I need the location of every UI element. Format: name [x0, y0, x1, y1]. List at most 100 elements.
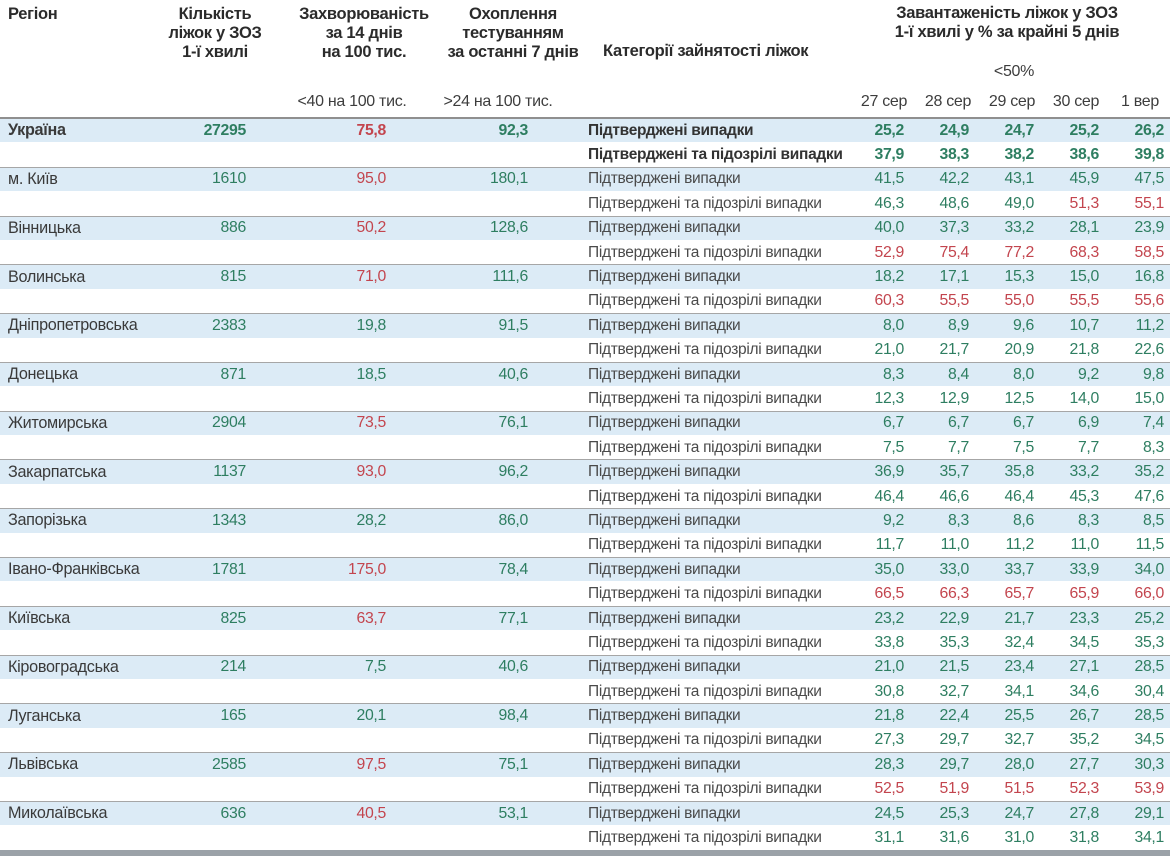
beds-count-value: 1781: [212, 560, 246, 578]
category-label-confirmed: Підтверджені випадки: [588, 609, 741, 627]
category-label-confirmed: Підтверджені випадки: [588, 170, 741, 188]
testing-coverage-7d-value: 76,1: [498, 414, 528, 432]
occupancy-percent-value: 55,5: [939, 292, 969, 310]
occupancy-percent-value: 30,8: [874, 682, 904, 700]
occupancy-percent-value: 9,8: [1142, 365, 1164, 383]
occupancy-percent-value: 26,7: [1069, 707, 1099, 725]
occupancy-percent-value: 65,7: [1004, 585, 1034, 603]
occupancy-percent-value: 25,2: [1134, 609, 1164, 627]
occupancy-percent-value: 43,1: [1004, 170, 1034, 188]
occupancy-percent-value: 21,0: [874, 341, 904, 359]
occupancy-percent-value: 6,7: [882, 414, 904, 432]
occupancy-percent-value: 9,2: [1077, 365, 1099, 383]
occupancy-percent-value: 46,3: [874, 194, 904, 212]
beds-count-value: 636: [220, 804, 247, 822]
region-group: Житомирська 2904 73,5 76,1 Підтверджені …: [0, 411, 1170, 461]
confirmed-suspected-cases-row: Підтверджені та підозрілі випадки 37,9 38…: [0, 143, 1170, 166]
confirmed-cases-row: Львівська 2585 97,5 75,1 Підтверджені ви…: [0, 753, 1170, 778]
incidence-14d-value: 20,1: [356, 707, 386, 725]
occupancy-percent-value: 29,1: [1134, 804, 1164, 822]
occupancy-percent-value: 35,2: [1134, 463, 1164, 481]
occupancy-percent-value: 22,9: [939, 609, 969, 627]
occupancy-percent-value: 8,3: [1077, 511, 1099, 529]
region-name: Луганська: [8, 706, 81, 725]
category-label-confirmed: Підтверджені випадки: [588, 511, 741, 529]
confirmed-cases-row: Вінницька 886 50,2 128,6 Підтверджені ви…: [0, 216, 1170, 241]
region-group: Львівська 2585 97,5 75,1 Підтверджені ви…: [0, 753, 1170, 802]
occupancy-percent-value: 27,8: [1069, 804, 1099, 822]
column-header-incidence-line: на 100 тис.: [321, 43, 407, 62]
testing-coverage-7d-value: 40,6: [498, 658, 528, 676]
incidence-14d-value: 50,2: [356, 219, 386, 237]
occupancy-percent-value: 25,2: [874, 121, 904, 139]
incidence-14d-value: 28,2: [356, 511, 386, 529]
column-header-testing: Охоплення тестуванням за останні 7 днів: [423, 5, 603, 62]
beds-count-value: 165: [220, 707, 247, 725]
occupancy-percent-value: 46,6: [939, 487, 969, 505]
region-group: Івано-Франківська 1781 175,0 78,4 Підтве…: [0, 558, 1170, 607]
testing-coverage-7d-value: 91,5: [498, 316, 528, 334]
regions-table-body: Україна 27295 75,8 92,3 Підтверджені вип…: [0, 119, 1170, 850]
category-label-confirmed-suspected: Підтверджені та підозрілі випадки: [588, 780, 822, 798]
region-name: Київська: [8, 609, 70, 627]
occupancy-percent-value: 42,2: [939, 170, 969, 188]
testing-threshold-note: >24 на 100 тис.: [443, 93, 553, 110]
occupancy-percent-value: 11,2: [1135, 316, 1165, 334]
occupancy-percent-value: 37,9: [874, 146, 904, 164]
region-name: Миколаївська: [8, 804, 108, 823]
occupancy-percent-value: 31,8: [1069, 829, 1099, 847]
occupancy-percent-value: 29,7: [939, 731, 969, 749]
occupancy-percent-value: 36,9: [874, 463, 904, 481]
confirmed-suspected-cases-row: Підтверджені та підозрілі випадки 27,3 29…: [0, 729, 1170, 752]
category-label-confirmed-suspected: Підтверджені та підозрілі випадки: [588, 438, 822, 456]
date-column-header: 27 сер: [860, 93, 908, 110]
occupancy-percent-value: 15,3: [1004, 268, 1034, 286]
occupancy-percent-value: 17,1: [939, 268, 969, 286]
confirmed-cases-row: Миколаївська 636 40,5 53,1 Підтверджені …: [0, 801, 1170, 827]
column-header-incidence-line: Захворюваність: [299, 5, 429, 23]
column-header-testing-line: Охоплення: [469, 5, 557, 23]
occupancy-percent-value: 51,3: [1069, 194, 1099, 212]
occupancy-percent-value: 7,5: [882, 438, 904, 456]
beds-count-value: 1137: [213, 463, 246, 481]
region-group: Київська 825 63,7 77,1 Підтверджені випа…: [0, 606, 1170, 656]
column-header-incidence: Захворюваність за 14 днів на 100 тис.: [280, 5, 448, 62]
testing-coverage-7d-value: 77,1: [498, 609, 528, 627]
occupancy-percent-value: 21,8: [1069, 341, 1099, 359]
region-group: Кіровоградська 214 7,5 40,6 Підтверджені…: [0, 655, 1170, 705]
category-label-confirmed-suspected: Підтверджені та підозрілі випадки: [588, 341, 822, 359]
occupancy-percent-value: 31,6: [939, 829, 969, 847]
category-label-confirmed-suspected: Підтверджені та підозрілі випадки: [588, 389, 822, 407]
category-label-confirmed: Підтверджені випадки: [588, 365, 741, 383]
beds-count-value: 886: [220, 219, 247, 237]
occupancy-percent-value: 8,9: [947, 316, 969, 334]
testing-coverage-7d-value: 111,6: [492, 268, 528, 286]
occupancy-percent-value: 27,3: [874, 731, 904, 749]
occupancy-percent-value: 33,2: [1069, 463, 1099, 481]
occupancy-percent-value: 8,3: [947, 511, 969, 529]
occupancy-percent-value: 8,3: [1142, 438, 1164, 456]
occupancy-percent-value: 51,5: [1004, 780, 1034, 798]
occupancy-percent-value: 8,0: [882, 316, 904, 334]
category-label-confirmed-suspected: Підтверджені та підозрілі випадки: [588, 146, 843, 164]
beds-count-value: 871: [220, 365, 247, 383]
occupancy-percent-value: 35,3: [939, 633, 969, 651]
incidence-14d-value: 40,5: [356, 804, 386, 822]
cropped-next-row-strip: [0, 849, 1170, 856]
occupancy-percent-value: 23,4: [1004, 658, 1034, 676]
column-header-region: Регіон: [8, 5, 58, 23]
occupancy-percent-value: 35,2: [1069, 731, 1099, 749]
column-header-beds-line: Кількість: [178, 5, 252, 23]
region-group: Донецька 871 18,5 40,6 Підтверджені випа…: [0, 362, 1170, 412]
confirmed-cases-row: Київська 825 63,7 77,1 Підтверджені випа…: [0, 606, 1170, 632]
occupancy-percent-value: 41,5: [874, 170, 904, 188]
beds-count-value: 1610: [212, 170, 246, 188]
testing-coverage-7d-value: 96,2: [498, 463, 528, 481]
category-label-confirmed-suspected: Підтверджені та підозрілі випадки: [588, 731, 822, 749]
testing-coverage-7d-value: 98,4: [498, 707, 528, 725]
category-label-confirmed: Підтверджені випадки: [588, 219, 741, 237]
occupancy-percent-value: 24,7: [1004, 121, 1034, 139]
occupancy-percent-value: 34,1: [1134, 829, 1164, 847]
region-group: Волинська 815 71,0 111,6 Підтверджені ви…: [0, 265, 1170, 315]
